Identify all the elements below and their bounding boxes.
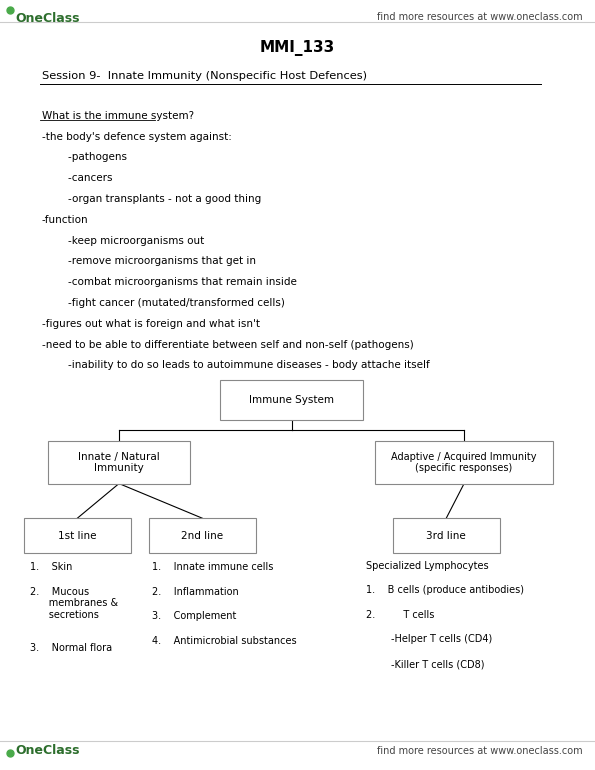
Text: Adaptive / Acquired Immunity
(specific responses): Adaptive / Acquired Immunity (specific r…	[392, 451, 537, 474]
Text: What is the immune system?: What is the immune system?	[42, 111, 194, 121]
Text: MMI_133: MMI_133	[260, 40, 335, 56]
Text: 1.    Skin: 1. Skin	[30, 562, 72, 572]
Text: -pathogens: -pathogens	[42, 152, 127, 162]
FancyBboxPatch shape	[24, 518, 131, 553]
Text: -combat microorganisms that remain inside: -combat microorganisms that remain insid…	[42, 277, 296, 287]
FancyBboxPatch shape	[375, 441, 553, 484]
Text: -fight cancer (mutated/transformed cells): -fight cancer (mutated/transformed cells…	[42, 298, 284, 308]
Text: -organ transplants - not a good thing: -organ transplants - not a good thing	[42, 194, 261, 204]
Text: 2.         T cells: 2. T cells	[366, 610, 434, 620]
Text: -Killer T cells (CD8): -Killer T cells (CD8)	[366, 659, 484, 669]
Text: 2nd line: 2nd line	[181, 531, 223, 541]
FancyBboxPatch shape	[48, 441, 190, 484]
Text: 4.    Antimicrobial substances: 4. Antimicrobial substances	[152, 636, 296, 646]
Text: -the body's defence system against:: -the body's defence system against:	[42, 132, 231, 142]
Text: find more resources at www.oneclass.com: find more resources at www.oneclass.com	[377, 746, 583, 755]
Text: OneClass: OneClass	[15, 745, 79, 757]
Text: -keep microorganisms out: -keep microorganisms out	[42, 236, 204, 246]
Text: 2.    Mucous
      membranes &
      secretions: 2. Mucous membranes & secretions	[30, 587, 118, 620]
FancyBboxPatch shape	[220, 380, 363, 420]
Text: Session 9-  Innate Immunity (Nonspecific Host Defences): Session 9- Innate Immunity (Nonspecific …	[42, 71, 367, 81]
FancyBboxPatch shape	[393, 518, 500, 553]
Text: -need to be able to differentiate between self and non-self (pathogens): -need to be able to differentiate betwee…	[42, 340, 414, 350]
Text: -inability to do so leads to autoimmune diseases - body attache itself: -inability to do so leads to autoimmune …	[42, 360, 430, 370]
Text: 1.    B cells (produce antibodies): 1. B cells (produce antibodies)	[366, 585, 524, 595]
Text: Innate / Natural
Immunity: Innate / Natural Immunity	[78, 451, 160, 474]
Text: -figures out what is foreign and what isn't: -figures out what is foreign and what is…	[42, 319, 259, 329]
Text: OneClass: OneClass	[15, 12, 79, 25]
Text: find more resources at www.oneclass.com: find more resources at www.oneclass.com	[377, 12, 583, 22]
Text: 3rd line: 3rd line	[427, 531, 466, 541]
Text: -function: -function	[42, 215, 88, 225]
Text: Immune System: Immune System	[249, 395, 334, 404]
Text: 3.    Normal flora: 3. Normal flora	[30, 643, 112, 653]
Text: -remove microorganisms that get in: -remove microorganisms that get in	[42, 256, 256, 266]
Text: 1.    Innate immune cells: 1. Innate immune cells	[152, 562, 273, 572]
Text: -Helper T cells (CD4): -Helper T cells (CD4)	[366, 634, 492, 644]
Text: 1st line: 1st line	[58, 531, 96, 541]
Text: -cancers: -cancers	[42, 173, 112, 183]
Text: Specialized Lymphocytes: Specialized Lymphocytes	[366, 561, 488, 571]
FancyBboxPatch shape	[149, 518, 256, 553]
Text: 2.    Inflammation: 2. Inflammation	[152, 587, 239, 597]
Text: 3.    Complement: 3. Complement	[152, 611, 236, 621]
